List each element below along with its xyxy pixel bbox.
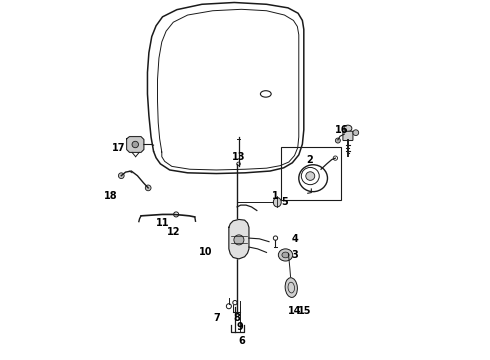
- Text: 3: 3: [292, 250, 298, 260]
- Circle shape: [146, 185, 151, 191]
- Text: 13: 13: [232, 152, 245, 162]
- Text: 14: 14: [288, 306, 301, 316]
- Text: 15: 15: [298, 306, 312, 316]
- Circle shape: [226, 304, 231, 309]
- Text: 12: 12: [167, 227, 180, 237]
- Text: 16: 16: [335, 125, 348, 135]
- Text: 17: 17: [112, 143, 125, 153]
- Ellipse shape: [278, 249, 293, 261]
- Circle shape: [132, 141, 139, 148]
- Text: 1: 1: [272, 191, 279, 201]
- Text: 10: 10: [198, 247, 212, 257]
- Text: 6: 6: [238, 336, 245, 346]
- Circle shape: [335, 138, 341, 143]
- Text: 8: 8: [234, 313, 241, 323]
- Ellipse shape: [344, 125, 352, 132]
- Ellipse shape: [285, 278, 297, 297]
- Ellipse shape: [306, 172, 315, 180]
- Ellipse shape: [282, 252, 289, 258]
- FancyBboxPatch shape: [343, 131, 353, 140]
- Circle shape: [234, 235, 244, 245]
- Text: 7: 7: [213, 313, 220, 323]
- Text: 9: 9: [236, 322, 243, 332]
- Circle shape: [119, 173, 124, 179]
- Polygon shape: [126, 136, 144, 152]
- Text: 11: 11: [156, 218, 169, 228]
- Text: 5: 5: [281, 197, 288, 207]
- Ellipse shape: [273, 198, 281, 207]
- Circle shape: [237, 162, 240, 166]
- Text: 4: 4: [292, 234, 298, 244]
- Circle shape: [233, 301, 237, 305]
- Text: 18: 18: [104, 191, 117, 201]
- Circle shape: [333, 156, 338, 160]
- Polygon shape: [229, 220, 249, 259]
- Bar: [281, 147, 341, 200]
- Circle shape: [273, 236, 278, 240]
- Circle shape: [353, 130, 359, 135]
- Text: 2: 2: [306, 155, 313, 165]
- Circle shape: [173, 212, 179, 217]
